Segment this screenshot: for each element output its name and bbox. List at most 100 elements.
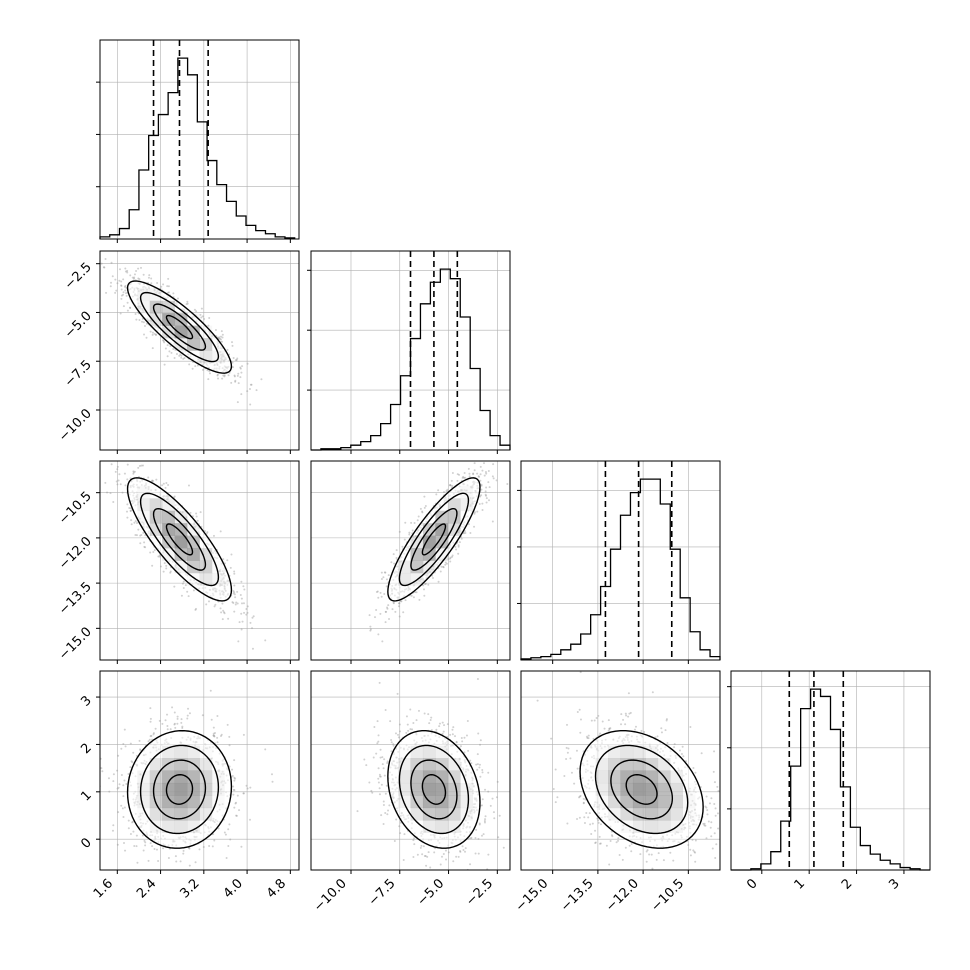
sample-point <box>368 614 371 617</box>
sample-point <box>476 753 479 756</box>
sample-point <box>176 722 179 725</box>
sample-point <box>479 775 482 778</box>
sample-point <box>118 268 121 271</box>
sample-point <box>578 816 581 819</box>
sample-point <box>135 534 138 537</box>
sample-point <box>167 856 170 859</box>
sample-point <box>567 747 570 750</box>
sample-point <box>427 583 430 586</box>
sample-point <box>608 727 611 730</box>
sample-point <box>476 678 479 681</box>
sample-point <box>226 559 229 562</box>
contour-fill <box>387 477 480 601</box>
sample-point <box>221 336 224 339</box>
sample-point <box>715 843 718 846</box>
sample-point <box>233 375 236 378</box>
sample-point <box>218 336 221 339</box>
sample-point <box>155 478 158 481</box>
sample-point <box>191 367 194 370</box>
sample-point <box>424 582 427 585</box>
sample-point <box>189 511 192 514</box>
sample-point <box>181 725 184 728</box>
sample-point <box>173 356 176 359</box>
sample-point <box>193 308 196 311</box>
sample-point <box>399 821 402 824</box>
sample-point <box>132 751 135 754</box>
sample-point <box>476 510 479 513</box>
sample-point <box>478 503 481 506</box>
contour-line <box>139 291 220 363</box>
sample-point <box>260 378 263 381</box>
sample-point <box>377 596 380 599</box>
sample-point <box>648 853 651 856</box>
sample-point <box>198 848 201 851</box>
sample-point <box>467 467 470 470</box>
sample-point <box>133 273 136 276</box>
sample-point <box>221 602 224 605</box>
sample-point <box>485 472 488 475</box>
sample-point <box>173 723 176 726</box>
sample-point <box>418 598 421 601</box>
sample-point <box>139 266 142 269</box>
sample-point <box>378 773 381 776</box>
sample-point <box>157 860 160 863</box>
sample-point <box>556 796 559 799</box>
sample-point <box>409 708 412 711</box>
sample-point <box>196 519 199 522</box>
sample-point <box>237 372 240 375</box>
sample-point <box>469 531 472 534</box>
sample-point <box>448 484 451 487</box>
sample-point <box>234 603 237 606</box>
sample-point <box>126 301 129 304</box>
sample-point <box>251 616 254 619</box>
sample-point <box>643 875 645 877</box>
sample-point <box>235 601 238 604</box>
sample-point <box>483 821 486 824</box>
sample-point <box>144 841 147 844</box>
sample-point <box>150 277 153 280</box>
sample-point <box>149 330 152 333</box>
sample-point <box>130 523 133 526</box>
sample-point <box>117 786 120 789</box>
sample-point <box>624 723 627 726</box>
sample-point <box>144 844 147 847</box>
sample-point <box>118 473 121 476</box>
sample-point <box>673 743 676 746</box>
sample-point <box>408 531 411 534</box>
sample-point <box>689 848 692 851</box>
sample-point <box>411 529 414 532</box>
sample-point <box>455 855 458 858</box>
sample-point <box>174 726 177 729</box>
sample-point <box>166 725 169 728</box>
sample-point <box>569 757 572 760</box>
sample-point <box>711 847 714 850</box>
sample-point <box>186 302 189 305</box>
sample-point <box>377 734 380 737</box>
sample-point <box>214 603 217 606</box>
sample-point <box>487 470 490 473</box>
sample-point <box>717 827 720 830</box>
sample-point <box>399 730 402 733</box>
sample-point <box>162 339 165 342</box>
sample-point <box>231 366 234 369</box>
sample-point <box>624 846 627 849</box>
sample-point <box>447 851 450 854</box>
y-tick-label: −5.0 <box>62 309 95 342</box>
sample-point <box>587 737 590 740</box>
x-tick-label: 4.8 <box>264 876 289 901</box>
sample-point <box>383 593 386 596</box>
sample-point <box>479 739 482 742</box>
sample-point <box>415 591 418 594</box>
sample-point <box>484 818 487 821</box>
sample-point <box>645 850 648 853</box>
sample-point <box>147 859 150 862</box>
contour-fill <box>127 281 232 374</box>
sample-point <box>233 374 236 377</box>
sample-point <box>609 840 612 843</box>
sample-point <box>484 815 487 818</box>
sample-point <box>126 463 129 466</box>
sample-point <box>221 333 224 336</box>
sample-point <box>213 734 216 737</box>
sample-point <box>485 494 488 497</box>
sample-point <box>430 729 433 732</box>
